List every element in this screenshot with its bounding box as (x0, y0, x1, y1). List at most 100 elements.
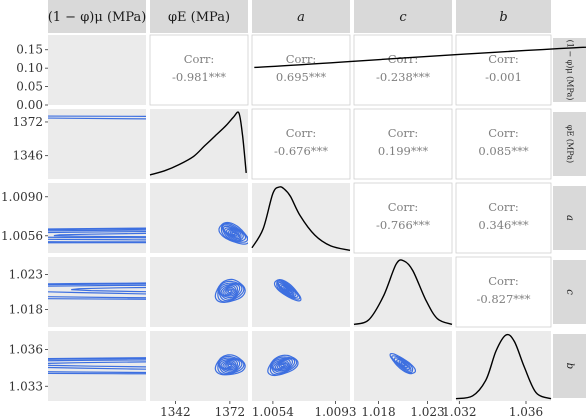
y-tick-label-mu: 0.10 (16, 61, 43, 75)
strip-top-c (354, 0, 452, 33)
corr-value: -0.676*** (274, 144, 328, 158)
corr-label: Corr: (286, 126, 317, 140)
density-panel-E (150, 109, 248, 179)
strip-right-label-c: c (564, 289, 575, 295)
corr-value: -0.827*** (476, 292, 530, 306)
strip-top-label-c: c (399, 10, 407, 25)
density-panel-mu (48, 35, 146, 105)
contour-group-4-0 (48, 357, 146, 375)
y-tick-label-a: 1.0090 (1, 190, 43, 204)
strip-right-label-a: a (564, 215, 575, 221)
corr-value: 0.695*** (276, 70, 326, 84)
y-tick-label-a: 1.0056 (1, 229, 43, 243)
density-curve-b (455, 333, 552, 400)
corr-2-4: Corr: 0.346*** (478, 200, 528, 232)
contour-level (273, 278, 302, 302)
contour-level (389, 352, 416, 375)
contour-level (276, 279, 301, 300)
contour-group-2-1 (218, 221, 248, 245)
contour-level (224, 361, 236, 370)
y-tick-label-E: 1372 (12, 115, 43, 129)
contour-panel-2-1 (150, 183, 248, 253)
contour-level (400, 361, 406, 367)
contour-group-4-1 (214, 354, 246, 376)
contour-level (227, 363, 233, 368)
contour-level (220, 359, 238, 372)
x-tick-label-b: 1.032 (442, 405, 476, 418)
y-tick-label-E: 1346 (12, 149, 43, 163)
contour-level (283, 286, 291, 293)
corr-0-4: Corr: -0.001 (485, 52, 522, 84)
contour-level (278, 362, 287, 369)
x-tick-label-c: 1.023 (410, 405, 444, 418)
corr-value: -0.001 (485, 70, 522, 84)
corr-panel-0-2 (251, 34, 351, 106)
strip-right-b (553, 334, 586, 398)
corr-0-2: Corr: 0.695*** (276, 52, 326, 84)
contour-level (276, 361, 289, 370)
contour-level (222, 360, 237, 371)
corr-label: Corr: (488, 126, 519, 140)
contour-level (270, 357, 296, 375)
y-tick-label-c: 1.018 (9, 303, 43, 317)
corr-panel-0-4 (455, 34, 552, 106)
density-curve-E (149, 111, 247, 176)
contour-level (219, 283, 241, 300)
contour-level (280, 363, 285, 368)
density-panel-c (354, 257, 452, 327)
contour-level (220, 222, 248, 243)
contour-level (396, 358, 410, 371)
contour-level (53, 232, 146, 238)
corr-label: Corr: (286, 52, 317, 66)
contour-level (274, 360, 290, 371)
strip-top-a (252, 0, 350, 33)
corr-panel-1-2 (251, 108, 351, 180)
corr-label: Corr: (488, 52, 519, 66)
corr-panel-0-3 (353, 34, 453, 106)
contour-group-3-1 (214, 278, 246, 304)
corr-label: Corr: (488, 274, 519, 288)
contour-level (226, 362, 234, 369)
contour-level (218, 221, 248, 245)
corr-0-3: Corr: -0.238*** (376, 52, 430, 84)
corr-value: 0.346*** (478, 218, 528, 232)
strip-right-label-mu: (1 − φ)μ (MPa) (566, 40, 575, 101)
corr-value: -0.238*** (376, 70, 430, 84)
corr-panel-2-3 (353, 182, 453, 254)
corr-1-4: Corr: 0.085*** (478, 126, 528, 158)
corr-value: 0.085*** (478, 144, 528, 158)
contour-level (214, 278, 246, 304)
strip-top-E (150, 0, 248, 33)
corr-panel-0-1 (149, 34, 249, 106)
contour-level (228, 229, 240, 238)
contour-level (280, 285, 294, 296)
x-tick-label-a: 1.0093 (315, 405, 357, 418)
contour-level (222, 285, 237, 297)
strip-top-b (456, 0, 551, 33)
contour-level (267, 354, 299, 377)
corr-panel-3-4 (455, 256, 552, 328)
contour-level (217, 280, 245, 303)
contour-group-3-2 (273, 278, 302, 302)
contour-level (48, 361, 146, 368)
contour-level (229, 230, 238, 237)
corr-1-2: Corr: -0.676*** (274, 126, 328, 158)
contour-level (214, 354, 246, 376)
contour-level (226, 288, 234, 295)
corr-1-3: Corr: 0.199*** (378, 126, 428, 158)
strip-right-label-b: b (564, 363, 575, 369)
contour-group-2-0 (48, 227, 146, 244)
corr-label: Corr: (488, 200, 519, 214)
corr-2-3: Corr: -0.766*** (376, 200, 430, 232)
y-tick-label-b: 1.033 (9, 379, 43, 393)
corr-label: Corr: (388, 200, 419, 214)
density-panel-b (456, 331, 551, 401)
strip-top-mu (48, 0, 146, 33)
contour-panel-4-2 (252, 331, 350, 401)
contour-level (71, 286, 146, 293)
strip-top-label-mu: (1 − φ)μ (MPa) (48, 10, 147, 25)
contour-level (227, 289, 233, 294)
corr-label: Corr: (388, 126, 419, 140)
x-tick-label-E: 1342 (160, 405, 191, 418)
